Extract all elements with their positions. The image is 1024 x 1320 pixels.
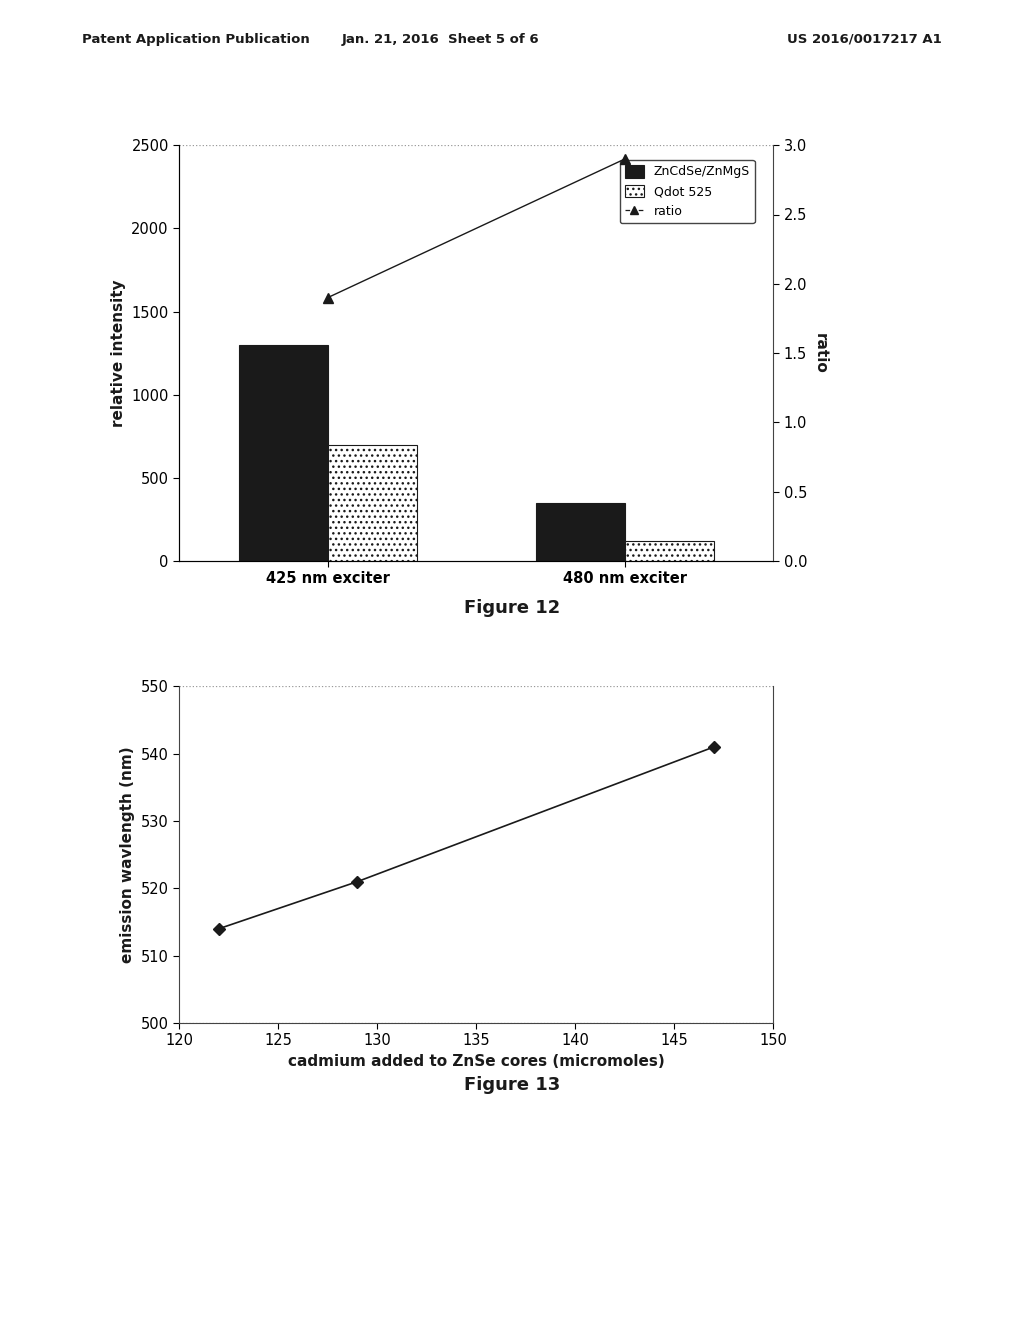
Bar: [239, 345, 328, 561]
Y-axis label: relative intensity: relative intensity: [111, 280, 126, 426]
Text: Patent Application Publication: Patent Application Publication: [82, 33, 309, 46]
Text: Figure 12: Figure 12: [464, 599, 560, 618]
Bar: [625, 541, 714, 561]
Text: Jan. 21, 2016  Sheet 5 of 6: Jan. 21, 2016 Sheet 5 of 6: [342, 33, 539, 46]
Bar: [536, 503, 625, 561]
Text: US 2016/0017217 A1: US 2016/0017217 A1: [787, 33, 942, 46]
Legend: ZnCdSe/ZnMgS, Qdot 525, ratio: ZnCdSe/ZnMgS, Qdot 525, ratio: [620, 160, 755, 223]
X-axis label: cadmium added to ZnSe cores (micromoles): cadmium added to ZnSe cores (micromoles): [288, 1053, 665, 1069]
Text: Figure 13: Figure 13: [464, 1076, 560, 1094]
Y-axis label: ratio: ratio: [813, 333, 827, 374]
Y-axis label: emission wavlength (nm): emission wavlength (nm): [120, 746, 135, 964]
Bar: [328, 445, 417, 561]
